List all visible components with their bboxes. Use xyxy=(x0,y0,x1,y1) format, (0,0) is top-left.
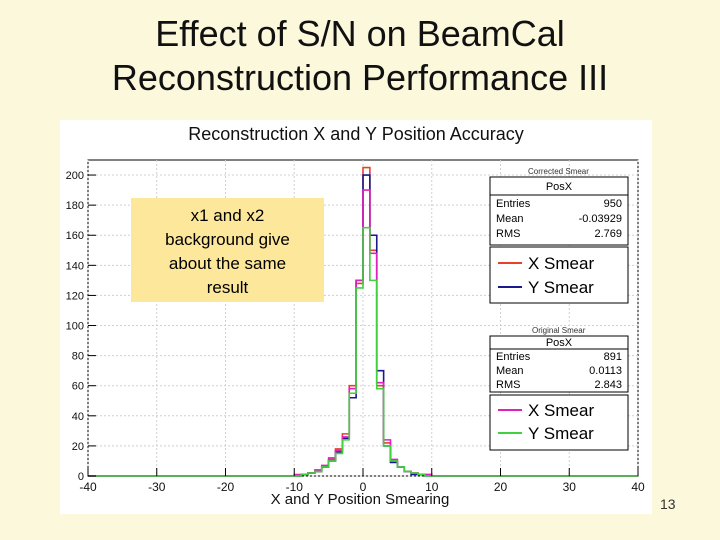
legend-corrected-label-1: X Smear xyxy=(528,254,594,273)
x-tick-label-8: 40 xyxy=(631,480,645,494)
stats-corrected-value-3: 2.769 xyxy=(594,228,622,240)
histogram-series xyxy=(88,166,638,477)
x-tick-label-0: -40 xyxy=(79,480,97,494)
legend-corrected-label-2: Y Smear xyxy=(528,278,594,297)
legend-corrected: X Smear Y Smear xyxy=(489,246,629,304)
stats-box-original: Original Smear PosX Entries 891 Mean 0.0… xyxy=(489,326,629,393)
stats-original-name: PosX xyxy=(546,337,573,349)
y-tick-label-5: 100 xyxy=(66,321,84,333)
slide-title-line2: Reconstruction Performance III xyxy=(111,57,609,98)
slide-title-line1: Effect of S/N on BeamCal xyxy=(155,13,565,54)
x-tick-label-1: -30 xyxy=(148,480,166,494)
y-tick-label-6: 120 xyxy=(66,290,84,302)
stats-corrected-label-1: Entries xyxy=(496,198,531,210)
slide-number: 13 xyxy=(660,496,676,512)
legend-original-label-1: X Smear xyxy=(528,401,594,420)
x-tick-label-2: -20 xyxy=(217,480,235,494)
y-tick-label-7: 140 xyxy=(66,260,84,272)
callout-line1: x1 and x2 xyxy=(190,206,265,225)
stats-original-value-1: 891 xyxy=(604,351,622,363)
stats-corrected-name: PosX xyxy=(546,181,573,193)
stats-original-value-2: 0.0113 xyxy=(589,365,622,377)
stats-corrected-label-3: RMS xyxy=(496,228,520,240)
y-tick-label-1: 20 xyxy=(72,441,84,453)
x-tick-label-4: 0 xyxy=(360,480,367,494)
y-tick-label-4: 80 xyxy=(72,351,84,363)
stats-corrected-label-2: Mean xyxy=(496,213,524,225)
callout-line2: background give xyxy=(165,230,290,249)
legend-original-label-2: Y Smear xyxy=(528,424,594,443)
y-tick-label-9: 180 xyxy=(66,200,84,212)
legend-original: X Smear Y Smear xyxy=(489,394,629,451)
x-tick-label-3: -10 xyxy=(286,480,304,494)
y-tick-label-0: 0 xyxy=(78,471,84,483)
callout-line4: result xyxy=(206,278,249,297)
x-tick-label-5: 10 xyxy=(425,480,439,494)
x-tick-label-7: 30 xyxy=(563,480,577,494)
y-tick-label-8: 160 xyxy=(66,230,84,242)
stats-original-value-3: 2.843 xyxy=(594,379,622,391)
y-tick-label-3: 60 xyxy=(72,381,84,393)
callout-line3: about the same xyxy=(168,254,287,273)
x-axis-label: X and Y Position Smearing xyxy=(271,491,450,508)
stats-original-header: Original Smear xyxy=(532,326,586,335)
callout-note: x1 and x2 background give about the same… xyxy=(131,198,324,302)
stats-original-label-1: Entries xyxy=(496,351,531,363)
stats-corrected-value-1: 950 xyxy=(604,198,622,210)
slide-title: Effect of S/N on BeamCal Reconstruction … xyxy=(0,12,720,100)
chart-title: Reconstruction X and Y Position Accuracy xyxy=(188,124,524,144)
stats-corrected-header: Corrected Smear xyxy=(528,167,589,176)
chart-panel: Reconstruction X and Y Position Accuracy… xyxy=(60,120,652,514)
stats-original-label-3: RMS xyxy=(496,379,520,391)
stats-box-corrected: Corrected Smear PosX Entries 950 Mean -0… xyxy=(489,167,629,246)
y-tick-label-10: 200 xyxy=(66,170,84,182)
y-tick-label-2: 40 xyxy=(72,411,84,423)
stats-original-label-2: Mean xyxy=(496,365,524,377)
stats-corrected-value-2: -0.03929 xyxy=(579,213,622,225)
x-tick-label-6: 20 xyxy=(494,480,508,494)
series-3-y-smear xyxy=(88,226,638,477)
